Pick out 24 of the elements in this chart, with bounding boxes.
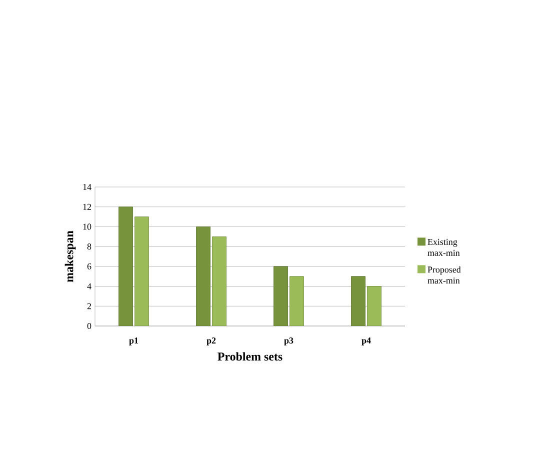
y-tick-label: 12 xyxy=(83,204,91,210)
x-tick-label: p3 xyxy=(284,338,294,346)
bar xyxy=(196,226,210,326)
bar xyxy=(351,276,366,326)
bar xyxy=(367,286,382,326)
y-tick-label: 8 xyxy=(87,244,92,250)
legend-label: Proposed max-min xyxy=(428,266,461,284)
x-tick-label: p1 xyxy=(129,338,138,346)
bar xyxy=(290,276,304,326)
legend-label: Existing max-min xyxy=(428,238,460,256)
bar xyxy=(274,266,288,326)
x-axis-title: Problem sets xyxy=(218,352,282,361)
y-tick-label: 10 xyxy=(83,224,92,230)
x-tick-label: p4 xyxy=(362,338,371,346)
y-tick-label: 14 xyxy=(83,184,92,190)
y-axis-title: makespan xyxy=(64,230,76,282)
y-tick-label: 6 xyxy=(87,263,92,270)
y-tick-label: 4 xyxy=(87,283,92,290)
bar xyxy=(212,236,226,326)
y-tick-label: 0 xyxy=(87,322,92,330)
y-tick-label: 2 xyxy=(87,303,91,310)
bar xyxy=(118,206,133,326)
x-tick-label: p2 xyxy=(206,338,216,346)
bar xyxy=(134,216,149,326)
